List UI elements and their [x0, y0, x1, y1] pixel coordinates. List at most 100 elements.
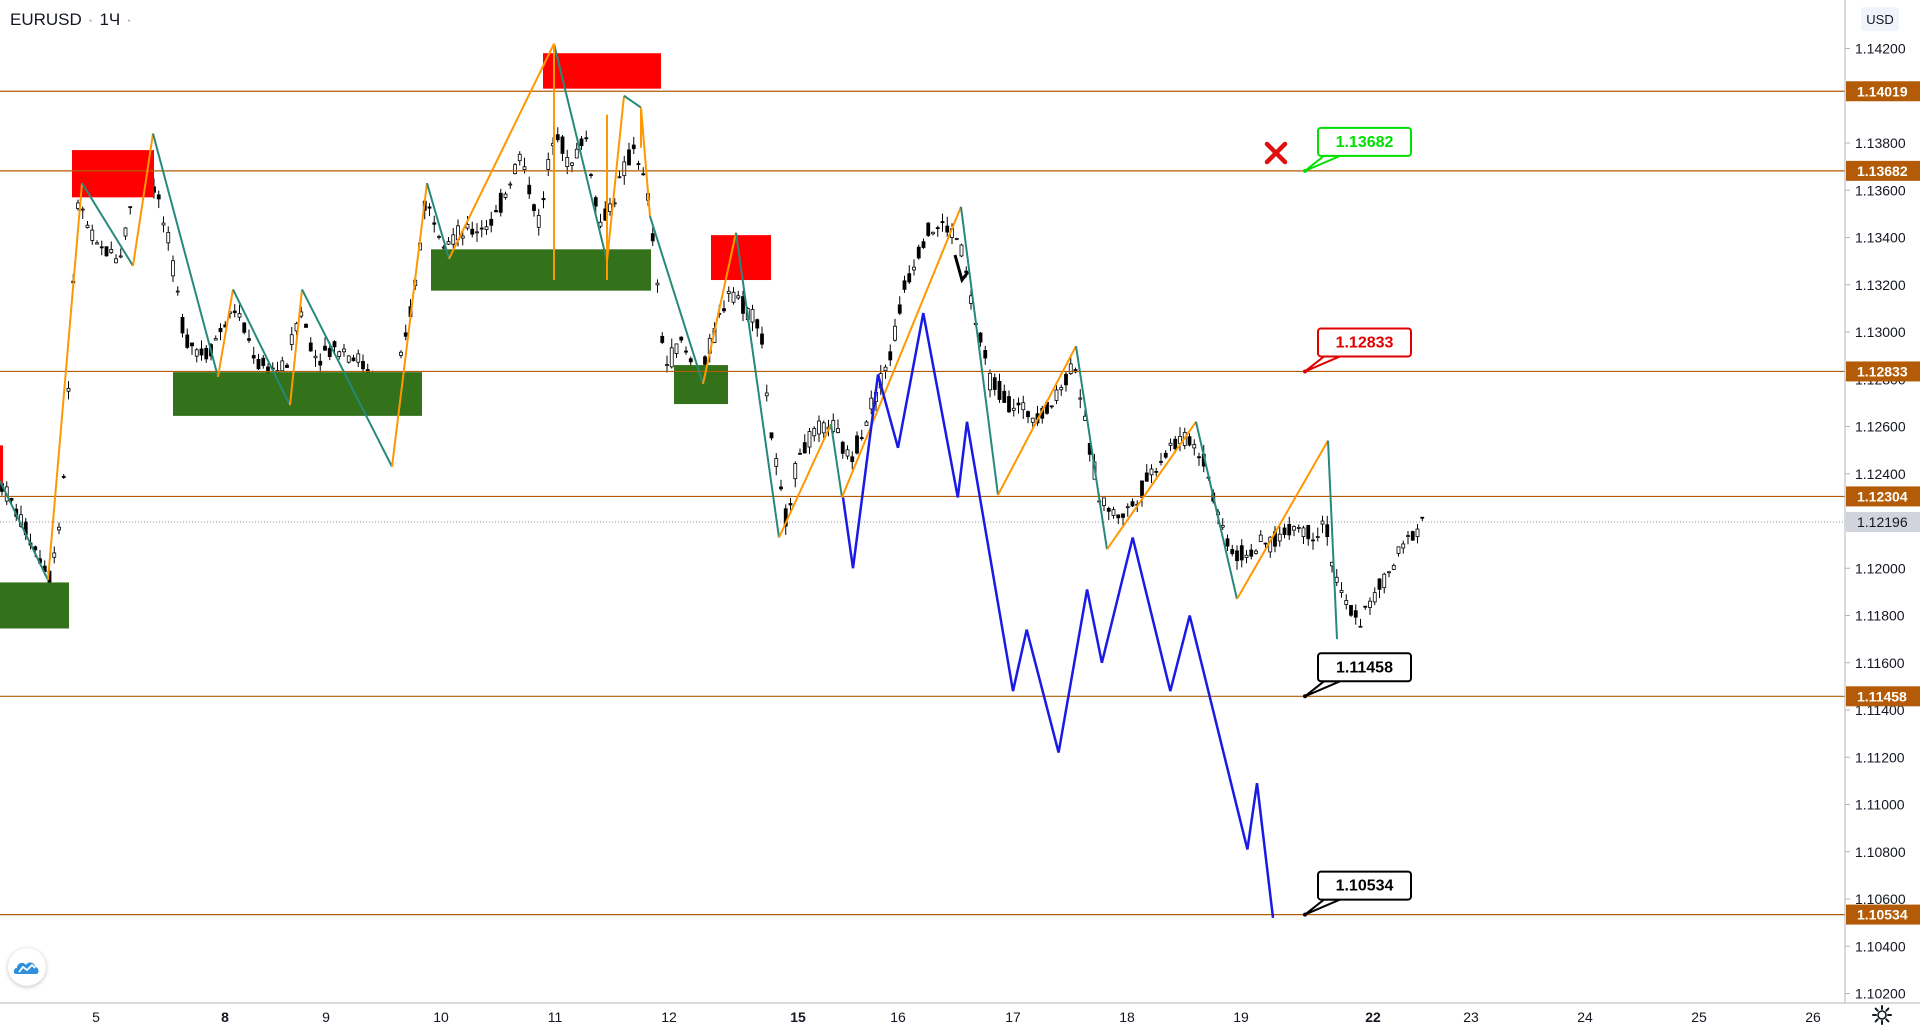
- candle-body: [432, 222, 437, 225]
- candle-body: [741, 296, 745, 314]
- wave-up-leg: [289, 289, 303, 406]
- wave-down-leg: [1195, 421, 1238, 600]
- candle-body: [318, 360, 323, 366]
- candle-body: [361, 361, 365, 370]
- wave-up-leg: [47, 183, 83, 581]
- callout-anchor: [1303, 694, 1307, 699]
- candle-body: [1410, 531, 1415, 541]
- candle-body: [1296, 527, 1301, 529]
- candle-body: [940, 221, 945, 224]
- settings-button[interactable]: [1870, 1003, 1894, 1027]
- candle-body: [589, 174, 593, 176]
- header-menu-dot[interactable]: ·: [126, 10, 132, 29]
- candle-body: [1358, 625, 1363, 628]
- candle-body: [665, 364, 669, 366]
- candle-body: [1301, 527, 1306, 537]
- candle-body: [484, 226, 489, 231]
- candle-body: [446, 241, 451, 245]
- candle-body: [869, 397, 874, 410]
- candle-body: [218, 328, 223, 333]
- time-tick-label: 26: [1805, 1009, 1821, 1025]
- candle-body: [840, 441, 845, 454]
- candle-body: [731, 291, 736, 303]
- symbol-header[interactable]: EURUSD · 1Ч ·: [10, 10, 132, 30]
- candle-body: [655, 282, 660, 286]
- tradingview-logo-button[interactable]: [8, 948, 46, 986]
- candle-body: [802, 442, 807, 454]
- candle-body: [1002, 390, 1007, 403]
- candle-body: [821, 422, 826, 434]
- wave-down-leg: [1327, 440, 1338, 640]
- candle-body: [788, 503, 793, 506]
- candle-body: [532, 204, 536, 211]
- candle-body: [1059, 387, 1064, 391]
- candle-body: [99, 246, 104, 249]
- price-tick-label: 1.10800: [1855, 844, 1906, 860]
- level-axis-badge: [1846, 160, 1920, 181]
- time-tick-label: 19: [1233, 1009, 1249, 1025]
- candle-body: [351, 357, 356, 362]
- candle-body: [774, 458, 779, 467]
- candle-body: [983, 350, 988, 359]
- candle-body: [608, 203, 612, 212]
- price-callout[interactable]: 1.10534: [1303, 870, 1412, 917]
- wave-up-leg: [448, 43, 555, 260]
- callout-label: 1.13682: [1336, 134, 1394, 151]
- candle-body: [555, 134, 560, 141]
- candle-body: [893, 325, 897, 341]
- wave-down-leg: [830, 423, 843, 498]
- price-callout[interactable]: 1.12833: [1303, 327, 1412, 374]
- callout-label: 1.11458: [1336, 659, 1393, 676]
- wave-down-leg: [301, 289, 393, 468]
- candle-body: [185, 334, 190, 348]
- candle-body: [769, 432, 774, 439]
- candle-body: [313, 355, 318, 359]
- wave-down-leg: [152, 133, 219, 378]
- candle-body: [498, 192, 503, 213]
- candle-body: [1377, 578, 1382, 590]
- candle-body: [779, 486, 783, 490]
- candle-body: [954, 237, 959, 240]
- candle-body: [256, 358, 261, 370]
- candle-body: [1339, 589, 1344, 594]
- candle-body: [883, 366, 888, 371]
- candle-body: [161, 222, 166, 226]
- time-tick-label: 8: [221, 1009, 229, 1025]
- candle-body: [1130, 501, 1135, 507]
- price-callout[interactable]: 1.11458: [1303, 652, 1412, 699]
- price-callout[interactable]: 1.13682: [1303, 126, 1412, 173]
- symbol-name[interactable]: EURUSD: [10, 10, 82, 29]
- projection-line: [841, 312, 1275, 919]
- wave-up-leg: [132, 133, 154, 266]
- wave-up-leg: [702, 232, 737, 385]
- candle-body: [570, 162, 574, 166]
- candle-body: [1311, 539, 1315, 542]
- currency-badge[interactable]: USD: [1861, 7, 1899, 31]
- candle-body: [750, 309, 755, 323]
- candle-body: [546, 159, 551, 170]
- wave-down-leg: [553, 43, 608, 262]
- candle-body: [9, 498, 14, 501]
- candle-body: [128, 206, 133, 209]
- candle-body: [1230, 549, 1235, 555]
- price-tick-label: 1.13600: [1855, 182, 1906, 198]
- time-tick-label: 17: [1005, 1009, 1021, 1025]
- candle-body: [237, 313, 242, 318]
- interval-label[interactable]: 1Ч: [99, 10, 121, 29]
- wave-lines: [0, 43, 1338, 640]
- callout-label: 1.12833: [1336, 334, 1394, 351]
- candle-body: [845, 449, 850, 457]
- candle-body: [1154, 471, 1159, 473]
- candle-body: [1363, 605, 1368, 608]
- wave-up-leg: [997, 345, 1077, 496]
- demand-zone: [0, 582, 69, 629]
- candle-body: [1116, 514, 1121, 519]
- candle-body: [494, 210, 498, 213]
- candle-body: [1353, 610, 1358, 618]
- level-axis-badge: [1846, 486, 1920, 507]
- price-tick-label: 1.11200: [1855, 749, 1905, 765]
- wave-down-leg: [649, 215, 704, 385]
- candle-body: [988, 372, 992, 391]
